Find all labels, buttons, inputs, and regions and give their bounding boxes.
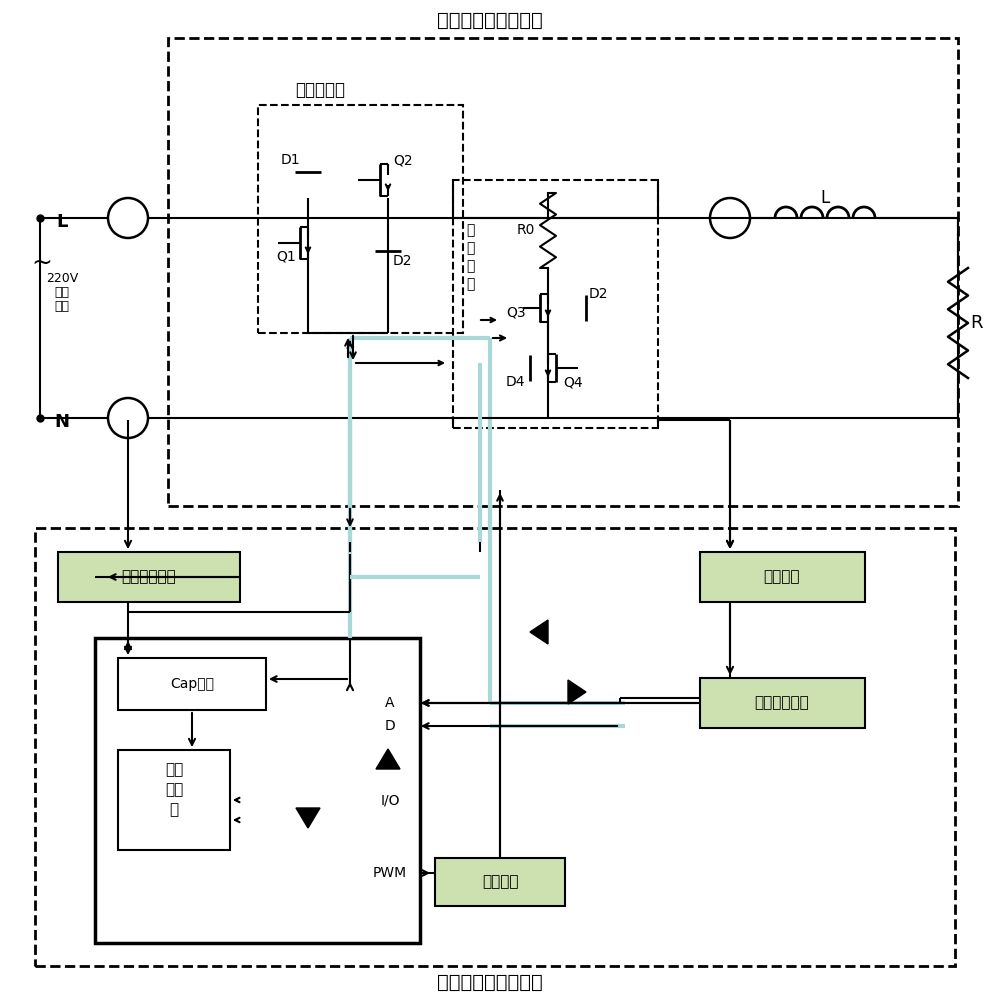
Bar (95, 638, 420, 943)
Text: A: A (385, 696, 395, 710)
Text: 驱动电路: 驱动电路 (482, 874, 519, 890)
Text: I/O: I/O (380, 793, 400, 807)
Text: N: N (54, 413, 69, 431)
Circle shape (710, 198, 750, 238)
Bar (58, 552, 240, 602)
Text: D: D (384, 719, 395, 733)
Text: 流: 流 (465, 241, 474, 255)
Bar (453, 180, 658, 428)
Bar (700, 552, 865, 602)
Text: 电: 电 (465, 259, 474, 273)
Text: Q4: Q4 (563, 375, 583, 389)
Text: Q2: Q2 (393, 153, 413, 167)
Text: 路: 路 (465, 277, 474, 291)
Text: 续: 续 (465, 223, 474, 237)
Text: R: R (970, 314, 982, 332)
Polygon shape (568, 680, 586, 704)
Text: D2: D2 (588, 287, 608, 301)
Bar (118, 658, 266, 710)
Bar (700, 678, 865, 728)
Text: L: L (56, 213, 68, 231)
Text: 交流: 交流 (54, 286, 69, 298)
Text: PWM: PWM (372, 866, 407, 880)
Polygon shape (296, 808, 320, 828)
Text: 主开关电路: 主开关电路 (295, 81, 345, 99)
Polygon shape (376, 749, 400, 769)
Bar (258, 105, 463, 333)
Text: Q1: Q1 (276, 250, 295, 264)
Text: Q3: Q3 (506, 306, 526, 320)
Text: 电流比较电路: 电流比较电路 (755, 696, 809, 710)
Text: R0: R0 (517, 223, 535, 237)
Text: D1: D1 (281, 153, 299, 167)
Text: Cap中断: Cap中断 (170, 677, 214, 691)
Text: 中央: 中央 (165, 762, 183, 778)
Text: 固态断路器开关部分: 固态断路器开关部分 (437, 10, 542, 29)
Text: 电压频率检测: 电压频率检测 (122, 570, 177, 584)
Text: L: L (820, 189, 830, 207)
Bar (35, 528, 955, 966)
Text: ~: ~ (32, 251, 52, 275)
Text: 输入: 输入 (54, 300, 69, 312)
Circle shape (108, 398, 148, 438)
Text: D2: D2 (393, 254, 413, 268)
Bar (118, 750, 230, 850)
Text: D4: D4 (505, 375, 525, 389)
Text: 电流检测: 电流检测 (764, 570, 800, 584)
Text: 器: 器 (169, 802, 179, 818)
Text: 处理: 处理 (165, 782, 183, 798)
Bar (435, 858, 565, 906)
Bar (168, 38, 958, 506)
Polygon shape (530, 620, 548, 644)
Circle shape (108, 198, 148, 238)
Text: 220V: 220V (45, 271, 78, 284)
Text: 固态断路器控制部分: 固态断路器控制部分 (437, 972, 542, 992)
